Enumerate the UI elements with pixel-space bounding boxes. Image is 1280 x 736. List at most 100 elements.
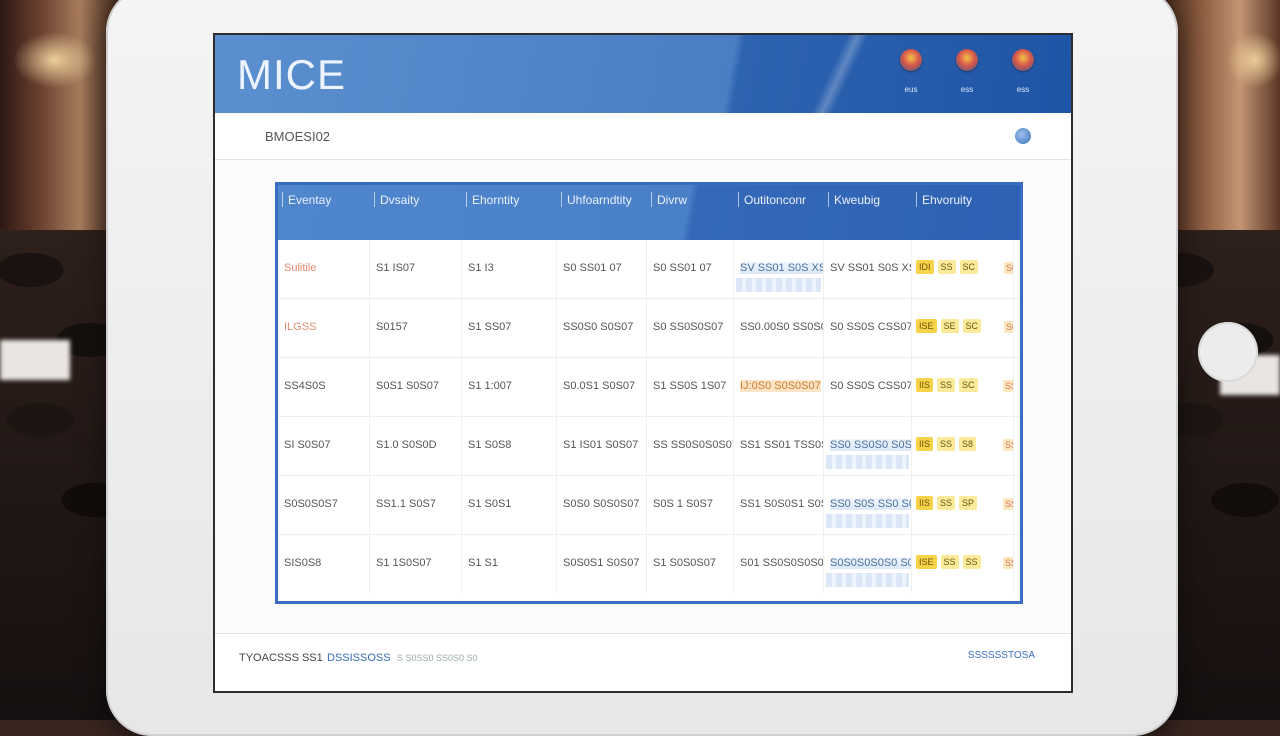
cell-highlight	[826, 573, 909, 587]
status-tag[interactable]: SS	[937, 437, 956, 451]
status-tag[interactable]: SC	[962, 319, 982, 333]
header-shine	[805, 35, 875, 113]
footer-note: S S0SS0 SS0S0 S0	[397, 653, 478, 663]
table-cell: SV SS01 S0S XS3	[824, 240, 912, 298]
status-tag[interactable]: IIS	[916, 437, 934, 451]
table-row[interactable]: S0S0S0S7 SS1.1 S0S7 S1 S0S1 S0S0 S0S0S07…	[278, 476, 1020, 535]
status-tag[interactable]: SS	[940, 555, 959, 569]
header-icon-label: ess	[1016, 85, 1030, 94]
subheader-bar: BMOESI02	[215, 115, 1071, 160]
header-icon-2[interactable]: ess	[947, 49, 987, 94]
status-tag[interactable]: SS	[937, 260, 956, 274]
status-tag[interactable]: SS	[962, 555, 981, 569]
column-header[interactable]: Outitonconr	[734, 185, 824, 240]
table-cell: S1 S0S1	[462, 476, 557, 534]
cell-text: S0S0S0S0S0 S0	[830, 557, 912, 569]
table-cell: S0S0S0S7	[278, 476, 370, 534]
table-cell: S0157	[370, 299, 462, 357]
table-cell: S1 S0S0S07	[647, 535, 734, 593]
cell-text: IJ:0S0 S0S0S07	[740, 380, 821, 392]
table-cell: S0S 1 S0S7	[647, 476, 734, 534]
overflow-tag: SS	[1002, 439, 1013, 451]
overflow-tag: SS	[1002, 498, 1013, 510]
status-tag[interactable]: ISE	[916, 319, 937, 333]
status-tag[interactable]: SE	[940, 319, 959, 333]
table-cell: S1 IS01 S0S07	[557, 417, 647, 475]
header-icon-1[interactable]: eus	[891, 49, 931, 94]
app-screen: MICE eus ess ess BMOESI02 Eventay Dvsait…	[213, 33, 1073, 693]
cell-highlight	[826, 455, 909, 469]
table-row[interactable]: Sulitile S1 IS07 S1 I3 S0 SS01 07 S0 SS0…	[278, 240, 1020, 299]
table-cell: S1 S1	[462, 535, 557, 593]
header-icon-label: eus	[904, 85, 918, 94]
column-header[interactable]: Dvsaity	[370, 185, 462, 240]
table-cell: S0S1 S0S07	[370, 358, 462, 416]
table-header: Eventay Dvsaity Ehorntity Uhfoarndtity D…	[278, 185, 1020, 240]
cell-text: SS0 SS0S0 S0S SS0	[830, 439, 911, 451]
status-tag[interactable]: IIS	[916, 378, 934, 392]
column-header[interactable]: Ehvoruity	[912, 185, 1014, 240]
status-tag[interactable]: SS	[937, 496, 956, 510]
table-cell: SV SS01 S0S XS3	[734, 240, 824, 298]
column-header[interactable]: Kweubig	[824, 185, 912, 240]
footer-link[interactable]: DSSISSOSS	[327, 652, 391, 664]
table-cell: S0 SS01 07	[557, 240, 647, 298]
table-cell: SIS0S8	[278, 535, 370, 593]
status-tag[interactable]: SP	[959, 496, 978, 510]
flag-icon	[1012, 49, 1034, 71]
header-icon-3[interactable]: ess	[1003, 49, 1043, 94]
footer-right-link[interactable]: SSSSSSTOSA	[967, 650, 1035, 661]
table-cell: IJ:0S0 S0S0S07	[734, 358, 824, 416]
column-header[interactable]: Uhfoarndtity	[557, 185, 647, 240]
status-tag[interactable]: ISE	[916, 555, 937, 569]
column-header[interactable]: Eventay	[278, 185, 370, 240]
status-tag[interactable]: IIS	[916, 496, 934, 510]
table-row[interactable]: SS4S0S S0S1 S0S07 S1 1:007 S0.0S1 S0S07 …	[278, 358, 1020, 417]
overflow-tag: SS	[1002, 380, 1013, 392]
table-cell: SS0.00S0 SS0S0S07	[734, 299, 824, 357]
table-cell: SS0 S0S SS0 S0	[824, 476, 912, 534]
table-row[interactable]: ILGSS S0157 S1 SS07 SS0S0 S0S07 S0 SS0S0…	[278, 299, 1020, 358]
table-cell: S1 I3	[462, 240, 557, 298]
overflow-tag: S0	[1003, 321, 1013, 333]
table-row[interactable]: SIS0S8 S1 1S0S07 S1 S1 S0S0S1 S0S07 S1 S…	[278, 535, 1020, 593]
table-cell: S1 SS07	[462, 299, 557, 357]
table-cell: S0.0S1 S0S07	[557, 358, 647, 416]
status-tag[interactable]: IDI	[916, 260, 934, 274]
table-cell: S1.0 S0S0D	[370, 417, 462, 475]
table-cell: S1 IS07	[370, 240, 462, 298]
header-icon-label: ess	[960, 85, 974, 94]
table-cell: S1 SS0S 1S07	[647, 358, 734, 416]
globe-icon[interactable]	[1015, 128, 1031, 144]
table-cell: S0 SS0S0S07	[647, 299, 734, 357]
table-cell: SS0S0 S0S07	[557, 299, 647, 357]
cell-highlight	[826, 514, 909, 528]
status-tag[interactable]: S8	[959, 437, 977, 451]
app-title: MICE	[237, 51, 346, 98]
table-cell: SS SS0S0S0S07	[647, 417, 734, 475]
subheader-title: BMOESI02	[265, 129, 331, 144]
status-tag[interactable]: SS	[937, 378, 956, 392]
table-cell: SS4S0S	[278, 358, 370, 416]
table-left	[0, 340, 70, 380]
column-header[interactable]: Ehorntity	[462, 185, 557, 240]
flag-icon	[900, 49, 922, 71]
table-cell: S0 SS0S CSS07	[824, 299, 912, 357]
table-row[interactable]: SI S0S07 S1.0 S0S0D S1 S0S8 S1 IS01 S0S0…	[278, 417, 1020, 476]
table-cell: Sulitile	[278, 240, 370, 298]
app-footer: TYOACSSS SS1 DSSISSOSS S S0SS0 SS0S0 S0 …	[215, 633, 1071, 691]
column-header[interactable]: Divrw	[647, 185, 734, 240]
status-tag[interactable]: SC	[959, 378, 978, 392]
status-tag[interactable]: SC	[959, 260, 979, 274]
tablet-home-button[interactable]	[1198, 322, 1258, 382]
flag-icon	[956, 49, 978, 71]
cell-highlight	[736, 278, 821, 292]
cell-text: SV SS01 S0S XS3	[740, 262, 823, 274]
footer-label: TYOACSSS SS1	[239, 652, 323, 664]
table-cell: SS1.1 S0S7	[370, 476, 462, 534]
